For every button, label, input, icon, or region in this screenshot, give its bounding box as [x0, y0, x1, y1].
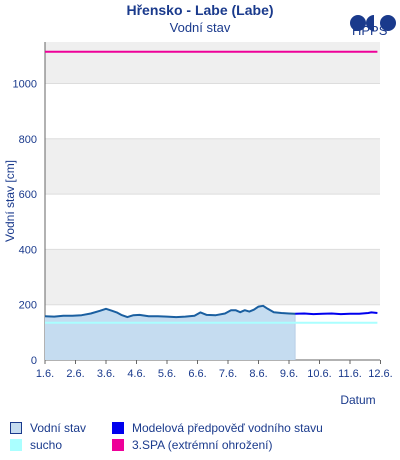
- grid-band: [45, 138, 380, 195]
- legend-label: 3.SPA (extrémní ohrožení): [132, 438, 273, 452]
- chart-subtitle: Vodní stav: [169, 20, 231, 35]
- forecast-line: [295, 311, 378, 316]
- x-tick-label: 6.6.: [188, 368, 206, 380]
- x-tick-label: 12.6.: [368, 368, 392, 380]
- legend-item: 3.SPA (extrémní ohrožení): [112, 437, 273, 453]
- legend-label: Modelová předpověď vodního stavu: [132, 421, 323, 435]
- legend-label: sucho: [30, 438, 63, 452]
- grid-band: [45, 249, 380, 305]
- x-tick-label: 5.6.: [158, 368, 176, 380]
- legend-item: Modelová předpověď vodního stavu: [112, 420, 323, 436]
- legend-label: Vodní stav: [30, 421, 87, 435]
- legend-swatch: [112, 422, 124, 434]
- x-tick-label: 3.6.: [97, 368, 115, 380]
- grid-band: [45, 42, 380, 84]
- x-tick-label: 8.6.: [249, 368, 267, 380]
- y-tick-label: 800: [19, 134, 37, 146]
- y-tick-label: 400: [19, 244, 37, 256]
- x-axis-label: Datum: [340, 393, 375, 407]
- x-tick-label: 1.6.: [36, 368, 54, 380]
- legend-swatch: [10, 422, 22, 434]
- logo-text: HPPS: [352, 23, 388, 38]
- hpps-logo: [350, 15, 396, 31]
- legend-item: sucho: [10, 437, 62, 453]
- x-tick-label: 9.6.: [280, 368, 298, 380]
- chart-title: Hřensko - Labe (Labe): [126, 2, 274, 18]
- legend-swatch: [10, 439, 22, 451]
- y-tick-label: 200: [19, 300, 37, 312]
- x-tick-label: 4.6.: [127, 368, 145, 380]
- y-tick-label: 1000: [13, 78, 37, 90]
- legend-swatch: [112, 439, 124, 451]
- y-tick-label: 600: [19, 189, 37, 201]
- y-axis-label: Vodní stav [cm]: [3, 160, 17, 242]
- x-tick-label: 10.6.: [307, 368, 331, 380]
- observed-area: [45, 305, 296, 360]
- x-tick-label: 7.6.: [219, 368, 237, 380]
- observed-line: [44, 304, 296, 319]
- x-tick-label: 11.6.: [338, 368, 362, 380]
- legend-item: Vodní stav: [10, 420, 86, 436]
- y-tick-label: 0: [31, 355, 37, 367]
- x-tick-label: 2.6.: [66, 368, 84, 380]
